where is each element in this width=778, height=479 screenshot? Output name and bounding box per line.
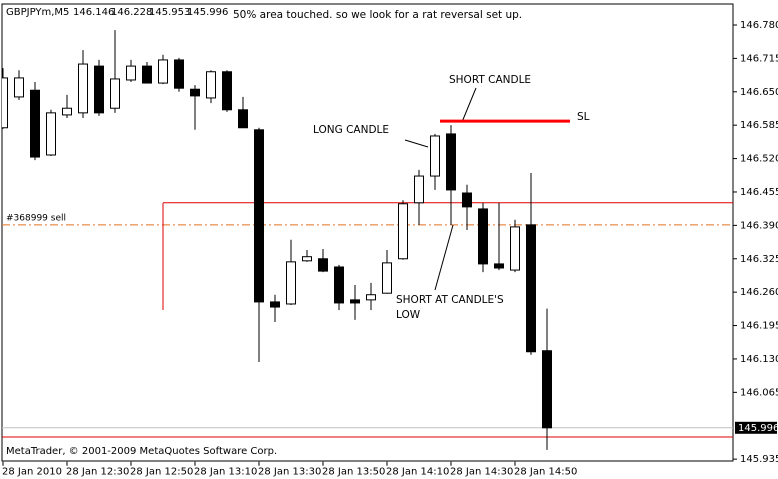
y-tick-label: 146.195 — [740, 321, 778, 332]
candle-body — [286, 261, 296, 305]
annotation: LONG CANDLE — [313, 124, 389, 136]
y-tick-label: 145.935 — [740, 454, 778, 465]
candle-body — [254, 129, 264, 303]
candle-body — [542, 350, 552, 429]
candle-body — [462, 192, 472, 208]
candle-body — [142, 65, 152, 84]
candle-body — [270, 301, 280, 308]
x-tick-label: 28 Jan 13:30 — [258, 467, 321, 478]
candle-body — [334, 266, 344, 304]
symbol: GBPJPYm,M5 — [6, 7, 69, 18]
y-tick-label: 146.260 — [740, 287, 778, 298]
annotation: SHORT AT CANDLE'S — [396, 294, 504, 306]
annotation-arrow — [461, 87, 477, 123]
x-tick-label: 28 Jan 12:30 — [66, 467, 129, 478]
candle-body — [14, 77, 24, 98]
header-open: 146.146 — [73, 7, 114, 18]
candle-body — [414, 175, 424, 204]
x-tick-label: 28 Jan 14:30 — [450, 467, 513, 478]
annotation: 50% area touched. so we look for a rat r… — [233, 9, 522, 21]
candle-body — [78, 63, 88, 114]
y-tick-label: 146.585 — [740, 120, 778, 131]
candle-body — [318, 258, 328, 272]
stop-loss-label: SL — [577, 111, 590, 123]
candle-body — [430, 135, 440, 177]
candle-body — [510, 226, 520, 271]
x-tick-label: 28 Jan 14:10 — [386, 467, 449, 478]
y-tick-label: 146.130 — [740, 354, 778, 365]
candle-body — [126, 65, 136, 81]
x-tick-label: 28 Jan 12:50 — [130, 467, 193, 478]
x-tick-label: 28 Jan 14:50 — [514, 467, 577, 478]
candle-body — [94, 65, 104, 114]
candle-body — [302, 256, 312, 262]
annotation: LOW — [396, 309, 421, 321]
plot-area — [2, 30, 733, 450]
footer: MetaTrader, © 2001-2009 MetaQuotes Softw… — [6, 446, 277, 457]
header-high: 146.228 — [111, 7, 152, 18]
order-label: #368999 sell — [6, 213, 66, 223]
price-box — [735, 421, 777, 434]
y-tick-label: 146.650 — [740, 87, 778, 98]
candle-body — [382, 262, 392, 294]
candle-body — [174, 59, 184, 89]
x-tick-label: 28 Jan 13:50 — [322, 467, 385, 478]
candle-body — [350, 299, 360, 304]
candle-body — [110, 78, 120, 109]
y-tick-label: 146.390 — [740, 220, 778, 231]
candle-body — [2, 77, 8, 129]
annotation-arrow — [404, 139, 429, 148]
x-tick-label: 28 Jan 2010 — [2, 467, 62, 478]
candle-body — [238, 109, 248, 129]
candle-body — [446, 133, 456, 191]
annotation: SHORT CANDLE — [449, 74, 531, 86]
y-tick-label: 146.065 — [740, 387, 778, 398]
candle-body — [366, 294, 376, 301]
annotation-arrow — [434, 224, 454, 291]
candle-body — [46, 112, 56, 156]
y-tick-label: 146.780 — [740, 20, 778, 31]
candle-body — [30, 89, 40, 158]
candle-body — [398, 203, 408, 260]
candle-body — [158, 59, 168, 84]
candle-body — [478, 208, 488, 265]
x-tick-label: 28 Jan 13:10 — [194, 467, 257, 478]
candle-body — [62, 107, 72, 116]
candle-body — [494, 263, 504, 269]
plot-frame — [1, 3, 734, 462]
price-box-label: 145.996 — [738, 423, 778, 434]
y-tick-label: 146.520 — [740, 154, 778, 165]
candle-body — [222, 71, 232, 111]
candle-body — [206, 71, 216, 99]
header-close: 145.996 — [187, 7, 228, 18]
y-tick-label: 146.455 — [740, 187, 778, 198]
y-tick-label: 146.325 — [740, 254, 778, 265]
candle-body — [190, 88, 200, 97]
candle-body — [526, 224, 536, 353]
header-low: 145.953 — [149, 7, 190, 18]
y-tick-label: 146.715 — [740, 53, 778, 64]
